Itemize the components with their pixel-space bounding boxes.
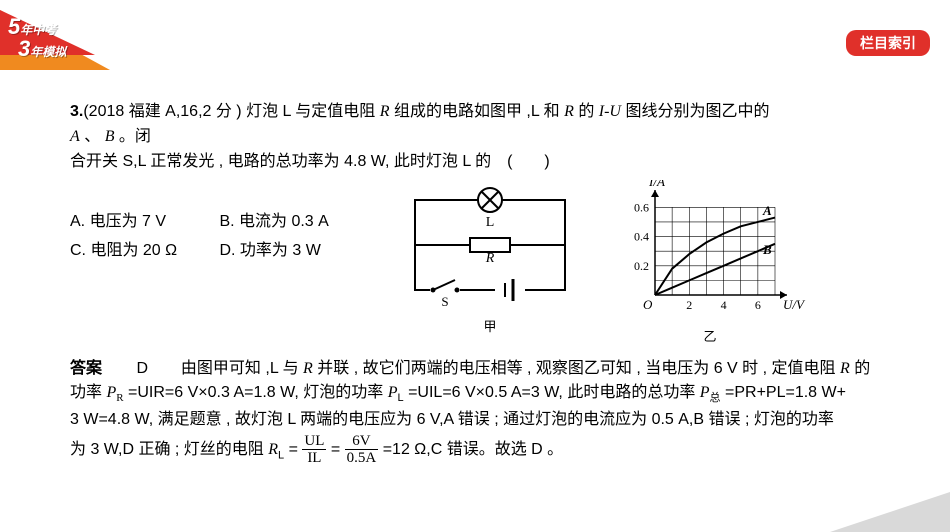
- column-index-tab[interactable]: 栏目索引: [846, 30, 930, 56]
- page-content: 3.(2018 福建 A,16,2 分 ) 灯泡 L 与定值电阻 R 组成的电路…: [70, 100, 890, 467]
- answer-options: A. 电压为 7 V B. 电流为 0.3 A C. 电阻为 20 Ω D. 功…: [70, 210, 370, 268]
- series-badge: 5年中考 3年模拟: [0, 10, 110, 70]
- svg-text:U/V: U/V: [783, 297, 806, 312]
- question-stem: 3.(2018 福建 A,16,2 分 ) 灯泡 L 与定值电阻 R 组成的电路…: [70, 100, 890, 174]
- label-S: S: [441, 294, 448, 309]
- option-b: B. 电流为 0.3 A: [219, 210, 364, 235]
- decor-corner: [830, 492, 950, 532]
- answer-block: 答案 D 由图甲可知 ,L 与 R 并联 , 故它们两端的电压相等 , 观察图乙…: [70, 357, 890, 467]
- figure-graph: 2460.20.40.6OU/VI/AAB 乙: [610, 180, 810, 346]
- svg-text:0.6: 0.6: [634, 201, 649, 215]
- label-R: R: [485, 251, 495, 266]
- svg-text:0.4: 0.4: [634, 230, 649, 244]
- svg-text:O: O: [643, 297, 653, 312]
- option-c: C. 电阻为 20 Ω: [70, 239, 215, 264]
- svg-text:2: 2: [686, 298, 692, 312]
- svg-text:6: 6: [755, 298, 761, 312]
- figure-circuit: L R S 甲: [390, 180, 590, 336]
- svg-text:A: A: [762, 203, 772, 218]
- svg-text:I/A: I/A: [648, 180, 665, 189]
- label-L: L: [486, 215, 495, 230]
- svg-text:B: B: [762, 243, 772, 258]
- option-a: A. 电压为 7 V: [70, 210, 215, 235]
- svg-text:4: 4: [721, 298, 727, 312]
- svg-text:0.2: 0.2: [634, 259, 649, 273]
- option-d: D. 功率为 3 W: [219, 239, 364, 264]
